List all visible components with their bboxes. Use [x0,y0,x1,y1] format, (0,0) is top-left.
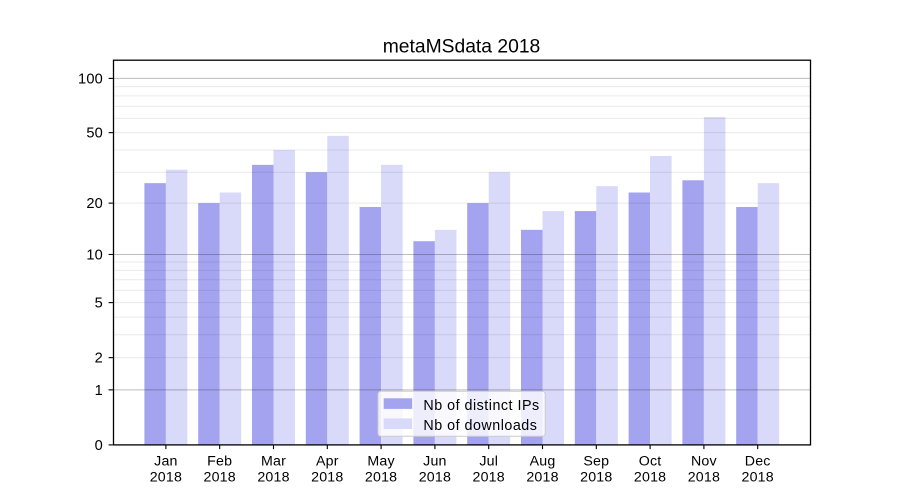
svg-text:50: 50 [86,126,103,142]
svg-text:Nov: Nov [691,454,718,470]
svg-text:2018: 2018 [419,470,451,486]
svg-text:5: 5 [95,296,103,312]
svg-text:2018: 2018 [473,470,505,486]
svg-text:Nb of distinct IPs: Nb of distinct IPs [423,398,539,414]
svg-text:2018: 2018 [580,470,612,486]
svg-text:100: 100 [78,71,103,87]
svg-text:Jun: Jun [423,454,446,470]
svg-text:2018: 2018 [150,470,182,486]
svg-text:metaMSdata 2018: metaMSdata 2018 [383,37,541,58]
svg-text:2: 2 [95,351,103,367]
svg-text:Nb of downloads: Nb of downloads [423,418,537,434]
svg-text:Jul: Jul [479,454,498,470]
svg-text:2018: 2018 [257,470,289,486]
svg-text:2018: 2018 [688,470,720,486]
svg-text:2018: 2018 [634,470,666,486]
svg-text:20: 20 [86,196,103,212]
svg-text:Jan: Jan [154,454,177,470]
svg-text:10: 10 [86,247,103,263]
svg-text:2018: 2018 [311,470,343,486]
svg-text:2018: 2018 [204,470,236,486]
svg-text:Sep: Sep [583,454,609,470]
svg-text:Feb: Feb [207,454,232,470]
svg-text:2018: 2018 [742,470,774,486]
svg-text:Apr: Apr [316,454,339,470]
svg-text:2018: 2018 [365,470,397,486]
svg-text:1: 1 [95,383,103,399]
svg-text:Dec: Dec [745,454,771,470]
svg-text:Oct: Oct [639,454,662,470]
svg-text:2018: 2018 [526,470,558,486]
svg-text:Mar: Mar [261,454,286,470]
svg-text:May: May [367,454,395,470]
svg-text:Aug: Aug [530,454,556,470]
svg-text:0: 0 [95,438,103,454]
